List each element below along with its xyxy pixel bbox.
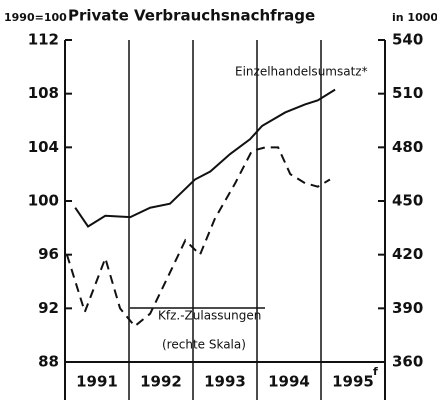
chart-title: Private Verbrauchsnachfrage	[68, 7, 315, 25]
y2-unit: in 1000	[392, 11, 437, 24]
x-tick-label: 1991	[76, 373, 118, 391]
x-tick-label: 1993	[204, 373, 246, 391]
y2-tick-label: 420	[392, 245, 423, 263]
y-tick-label: 92	[38, 299, 59, 317]
y2-tick-label: 390	[392, 299, 423, 317]
y2-tick-label: 360	[392, 353, 423, 371]
y-tick-label: 108	[28, 84, 59, 102]
y-tick-label: 88	[38, 353, 59, 371]
y-tick-label: 104	[28, 138, 59, 156]
y-tick-label: 100	[28, 192, 59, 210]
series-label: Einzelhandelsumsatz*	[235, 65, 368, 79]
footnote-mark: f	[373, 365, 378, 378]
y2-tick-label: 510	[392, 84, 423, 102]
y-tick-label: 112	[28, 31, 59, 49]
x-tick-label: 1995	[332, 373, 374, 391]
x-tick-label: 1994	[268, 373, 310, 391]
y2-tick-label: 540	[392, 31, 423, 49]
series-note: (rechte Skala)	[162, 338, 246, 352]
series-line	[65, 146, 331, 328]
y-tick-label: 96	[38, 245, 59, 263]
series-line	[74, 88, 336, 228]
y2-tick-label: 450	[392, 192, 423, 210]
series-label: Kfz.-Zulassungen	[158, 309, 261, 323]
x-tick-label: 1992	[140, 373, 182, 391]
y2-tick-label: 480	[392, 138, 423, 156]
y-unit: 1990=100	[4, 11, 67, 24]
